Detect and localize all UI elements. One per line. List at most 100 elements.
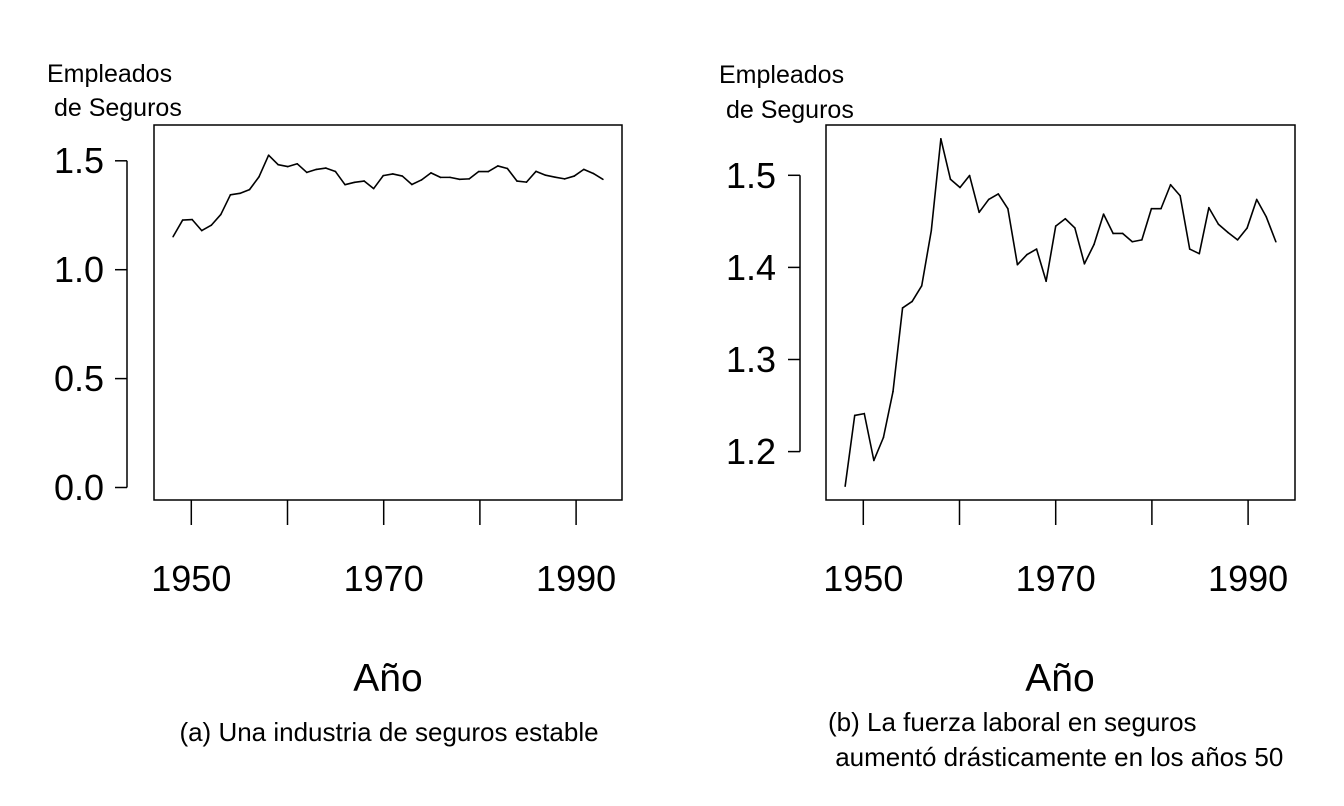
panel-b-line-segment-1973 bbox=[1083, 243, 1095, 265]
panel-b-line-segment-1991 bbox=[1255, 198, 1268, 218]
panel-a-line-segment-1983 bbox=[506, 167, 518, 182]
panel-b-line-segment-1988 bbox=[1227, 231, 1239, 241]
panel-b-line-segment-1963 bbox=[987, 193, 1000, 201]
panel-a-line-segment-1965 bbox=[334, 170, 346, 186]
panel-a: Empleados de Seguros 0.0 0.5 1.0 1.5 195… bbox=[47, 60, 623, 747]
panel-b-xlabel: Año bbox=[1025, 657, 1094, 700]
panel-a-series bbox=[172, 154, 604, 238]
panel-b-line-segment-1982 bbox=[1169, 183, 1181, 197]
panel-b-line-segment-1977 bbox=[1121, 232, 1134, 243]
panel-a-line-segment-1951 bbox=[200, 224, 213, 232]
panel-a-ylabel-line-2: de Seguros bbox=[47, 94, 182, 122]
panel-b-line-segment-1969 bbox=[1045, 225, 1057, 283]
panel-a-line-segment-1988 bbox=[554, 176, 566, 180]
panel-a-line-segment-1958 bbox=[267, 154, 279, 166]
panel-a-line-segment-1991 bbox=[582, 168, 595, 175]
panel-a-y-tick-label: 1.0 bbox=[54, 249, 104, 290]
panel-b-line-segment-1990 bbox=[1246, 198, 1258, 229]
panel-b-line-segment-1955 bbox=[911, 285, 923, 303]
panel-b-line-segment-1987 bbox=[1217, 223, 1229, 234]
panel-a-line-segment-1984 bbox=[516, 180, 528, 183]
panel-b-line-segment-1986 bbox=[1208, 206, 1220, 226]
panel-b-line-segment-1968 bbox=[1035, 248, 1047, 283]
panel-a-x-tick-label: 1970 bbox=[344, 558, 424, 599]
panel-a-line-segment-1950 bbox=[191, 218, 203, 232]
panel-b-line-segment-1971 bbox=[1064, 217, 1076, 229]
panel-b-caption-line-2: aumentó drásticamente en los años 50 bbox=[828, 742, 1283, 772]
panel-a-line-segment-1956 bbox=[248, 175, 260, 191]
panel-a-line-segment-1985 bbox=[525, 170, 537, 183]
panel-b-caption-line-1: (b) La fuerza laboral en seguros bbox=[828, 707, 1197, 737]
panel-b-line-segment-1985 bbox=[1198, 206, 1210, 255]
panel-b-x-tick-label: 1990 bbox=[1208, 558, 1288, 599]
panel-a-line-segment-1977 bbox=[449, 176, 461, 181]
panel-b-line-segment-1961 bbox=[968, 174, 980, 214]
panel-a-line-segment-1973 bbox=[411, 179, 423, 186]
panel-b-line-segment-1974 bbox=[1093, 213, 1105, 246]
panel-a-line-segment-1964 bbox=[325, 167, 337, 173]
panel-a-y-tick-label: 1.5 bbox=[54, 140, 104, 181]
panel-b-line-segment-1966 bbox=[1016, 253, 1028, 266]
panel-b-line-segment-1984 bbox=[1188, 248, 1201, 255]
panel-a-line-segment-1971 bbox=[391, 173, 404, 177]
panel-b: Empleados de Seguros 1.2 1.3 1.4 1.5 195… bbox=[719, 61, 1296, 772]
panel-b-line-segment-1978 bbox=[1131, 239, 1143, 243]
panel-b-line-segment-1959 bbox=[949, 178, 961, 189]
panel-a-line-segment-1974 bbox=[420, 172, 432, 181]
panel-b-line-segment-1992 bbox=[1265, 216, 1277, 243]
panel-b-line-segment-1956 bbox=[920, 229, 933, 287]
panel-b-x-tick-label: 1950 bbox=[823, 558, 903, 599]
panel-a-line-segment-1967 bbox=[353, 180, 365, 184]
panel-a-line-segment-1989 bbox=[563, 175, 576, 180]
panel-a-line-segment-1953 bbox=[220, 194, 232, 216]
panel-a-line-segment-1970 bbox=[382, 173, 394, 177]
panel-b-y-tick-label: 1.4 bbox=[726, 247, 776, 288]
panel-b-line-segment-1949 bbox=[853, 412, 866, 417]
panel-a-line-segment-1961 bbox=[296, 162, 308, 174]
panel-a-ylabel-line-1: Empleados bbox=[47, 60, 172, 88]
panel-a-y-tick-label: 0.0 bbox=[54, 467, 104, 508]
panel-a-line-segment-1975 bbox=[430, 172, 442, 179]
panel-a-line-segment-1960 bbox=[286, 162, 299, 168]
panel-b-y-tick-label: 1.5 bbox=[726, 155, 776, 196]
panel-a-xlabel: Año bbox=[353, 657, 422, 700]
panel-b-ylabel-line-1: Empleados bbox=[719, 61, 844, 89]
panel-a-line-segment-1948 bbox=[172, 219, 184, 238]
panel-a-line-segment-1959 bbox=[277, 163, 289, 168]
panel-b-series bbox=[844, 137, 1277, 488]
panel-b-line-segment-1952 bbox=[882, 390, 894, 439]
panel-b-line-segment-1983 bbox=[1179, 194, 1191, 250]
panel-a-line-segment-1987 bbox=[544, 174, 556, 178]
panel-b-line-segment-1972 bbox=[1074, 227, 1086, 265]
panel-b-line-segment-1964 bbox=[997, 193, 1009, 210]
panel-a-line-segment-1957 bbox=[258, 154, 270, 178]
panel-b-line-segment-1957 bbox=[930, 137, 942, 232]
panel-b-line-segment-1960 bbox=[959, 174, 971, 189]
panel-b-y-tick-label: 1.3 bbox=[726, 339, 776, 380]
panel-b-ylabel-line-2: de Seguros bbox=[719, 96, 854, 124]
panel-a-line-segment-1969 bbox=[372, 174, 385, 190]
panel-a-plot-frame bbox=[153, 124, 623, 501]
panel-b-plot-frame bbox=[825, 124, 1296, 501]
panel-a-line-segment-1954 bbox=[229, 192, 241, 196]
panel-a-line-segment-1968 bbox=[363, 180, 375, 190]
panel-b-line-segment-1958 bbox=[940, 137, 952, 181]
panel-a-line-segment-1981 bbox=[487, 165, 499, 173]
panel-b-y-tick-label: 1.2 bbox=[726, 431, 776, 472]
panel-b-line-segment-1962 bbox=[978, 198, 990, 214]
panel-a-line-segment-1986 bbox=[535, 170, 547, 177]
panel-b-line-segment-1954 bbox=[901, 300, 913, 309]
panel-b-line-segment-1950 bbox=[863, 412, 875, 462]
panel-b-line-segment-1967 bbox=[1026, 248, 1038, 256]
panel-a-line-segment-1962 bbox=[306, 168, 318, 174]
panel-a-line-segment-1952 bbox=[210, 213, 222, 227]
panel-a-x-tick-label: 1950 bbox=[151, 558, 231, 599]
panel-a-line-segment-1990 bbox=[573, 168, 585, 177]
panel-b-line-segment-1970 bbox=[1054, 217, 1067, 227]
panel-b-x-tick-label: 1970 bbox=[1016, 558, 1096, 599]
panel-a-line-segment-1966 bbox=[344, 181, 356, 186]
panel-a-line-segment-1955 bbox=[239, 188, 251, 195]
panel-b-line-segment-1981 bbox=[1160, 183, 1172, 210]
panel-b-line-segment-1953 bbox=[892, 307, 904, 393]
